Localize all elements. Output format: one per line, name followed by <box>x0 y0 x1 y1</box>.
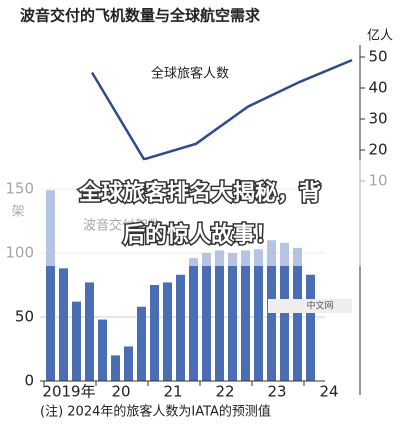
y-tick-label: 50 <box>15 308 34 326</box>
bar <box>176 274 185 381</box>
x-tick-label: 20 <box>111 383 130 401</box>
footnote: (注) 2024年的旅客人数为IATA的预测值 <box>40 404 271 420</box>
bar <box>189 258 198 381</box>
watermark: 中文网 <box>306 300 333 312</box>
bar <box>98 319 107 381</box>
bar <box>85 282 94 381</box>
bar <box>202 253 211 381</box>
y-unit: 亿人 <box>367 29 393 44</box>
bar <box>72 301 81 381</box>
x-tick-label: 23 <box>267 383 286 401</box>
bar <box>254 249 263 381</box>
overlay-title: 后的惊人故事！ <box>123 222 277 248</box>
x-tick-label: 21 <box>163 383 182 401</box>
y-tick-label: 20 <box>368 141 387 159</box>
watermark-box <box>268 299 352 313</box>
bar <box>150 285 159 381</box>
bar <box>228 253 237 381</box>
bar <box>306 274 315 381</box>
y-tick-label: 30 <box>368 110 387 128</box>
line <box>90 58 353 161</box>
y-tick-label: 0 <box>24 372 34 390</box>
bar <box>137 306 146 381</box>
bar <box>59 268 68 381</box>
chart-title: 波音交付的飞机数量与全球航空需求 <box>20 7 261 25</box>
overlay-band <box>0 160 400 266</box>
bar <box>215 250 224 381</box>
x-tick-label: 24 <box>319 383 338 401</box>
bar <box>124 346 133 381</box>
x-tick-label: 2019年 <box>42 383 95 401</box>
y-tick-label: 40 <box>368 79 387 97</box>
bar <box>163 282 172 381</box>
x-tick-label: 22 <box>215 383 234 401</box>
y-tick-label: 50 <box>368 48 387 66</box>
overlay-title: 全球旅客排名大揭秘，背 <box>78 180 321 206</box>
bar <box>111 355 120 381</box>
bar <box>241 250 250 381</box>
bar <box>46 190 55 381</box>
series-label: 全球旅客人数 <box>151 66 229 82</box>
bar <box>293 247 302 381</box>
